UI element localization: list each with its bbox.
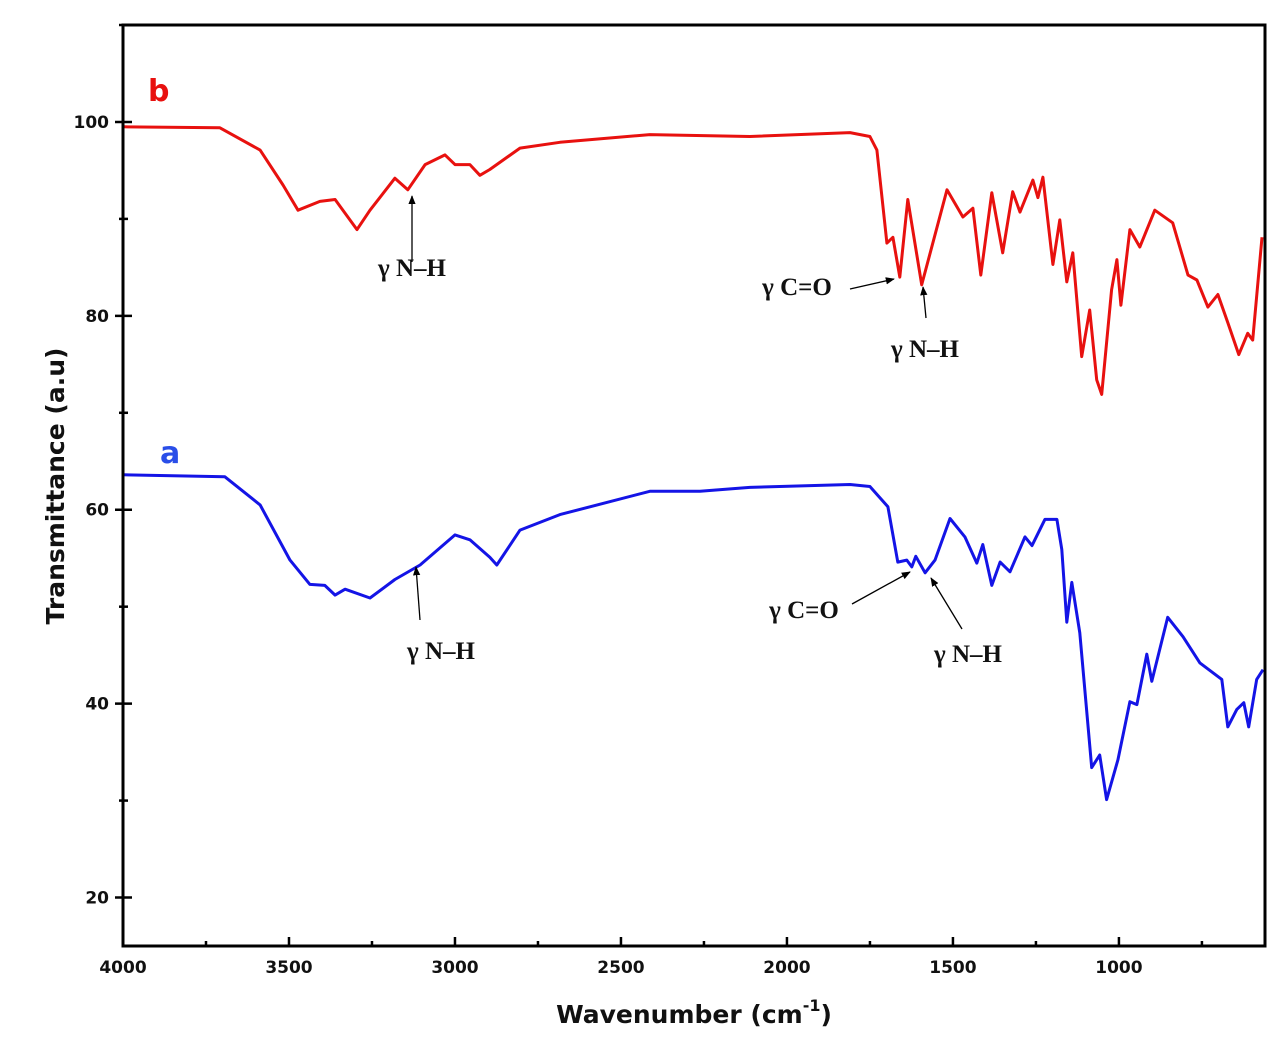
series-line-b (122, 125, 1264, 396)
x-tick-label: 1000 (1095, 958, 1142, 978)
x-tick-label: 1500 (929, 958, 976, 978)
y-tick-label: 100 (74, 113, 110, 133)
annotation-label: γ N–H (406, 638, 475, 665)
x-axis-label-end: ) (820, 1000, 831, 1029)
annotation-arrow (930, 577, 963, 630)
x-tick-label: 2500 (597, 958, 644, 978)
series-line-a (122, 473, 1265, 802)
annotation-label: γ C=O (761, 274, 832, 301)
x-axis-label-main: Wavenumber (cm (556, 1000, 803, 1029)
annotation-arrow (849, 277, 895, 290)
x-axis-label: Wavenumber (cm-1) (556, 996, 832, 1029)
x-tick-label: 3000 (431, 958, 478, 978)
y-tick-label: 60 (85, 501, 109, 521)
y-tick-label: 80 (85, 307, 109, 327)
series-label-b: b (148, 74, 169, 109)
x-tick-label: 4000 (99, 958, 146, 978)
annotation-label: γ N–H (377, 255, 446, 282)
annotation-label: γ C=O (768, 597, 839, 624)
y-axis-label: Transmittance (a.u) (41, 348, 70, 625)
plot-frame (121, 23, 1267, 948)
x-tick-label: 3500 (265, 958, 312, 978)
x-axis-label-sup: -1 (803, 996, 821, 1015)
annotation-label: γ N–H (890, 336, 959, 363)
x-tick-label: 2000 (763, 958, 810, 978)
annotation-arrow (920, 286, 928, 319)
y-tick-label: 20 (85, 889, 109, 909)
annotation-label: γ N–H (933, 641, 1002, 668)
series-label-a: a (160, 436, 180, 471)
annotation-arrow (851, 571, 911, 605)
y-tick-label: 40 (85, 695, 109, 715)
annotation-arrow (412, 566, 421, 621)
